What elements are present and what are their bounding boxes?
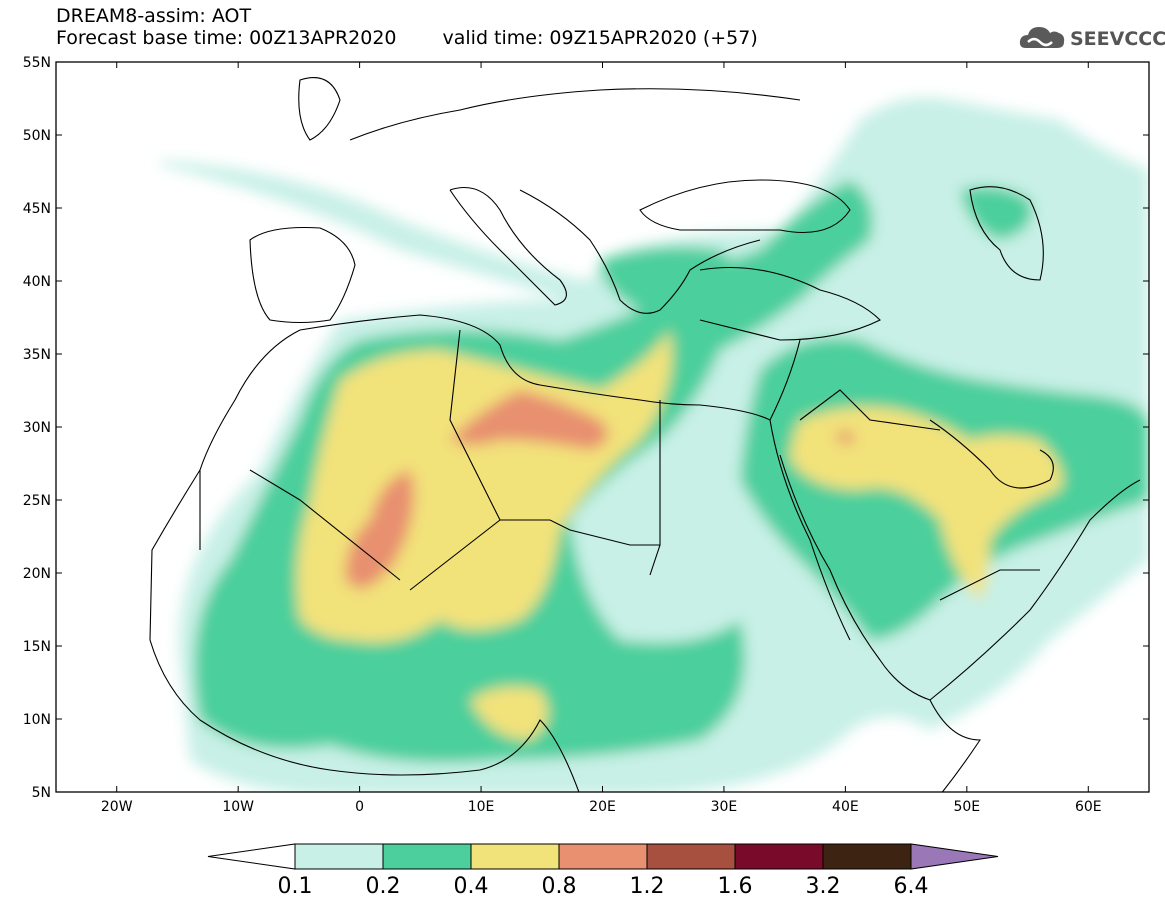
colorbar-level-label: 0.4 <box>454 874 489 899</box>
lon-label: 0 <box>355 799 364 815</box>
lon-label: 50E <box>953 799 980 815</box>
lat-label: 20N <box>23 566 51 582</box>
lon-label: 20W <box>101 799 133 815</box>
colorbar-level-label: 1.6 <box>718 874 753 899</box>
lon-label: 30E <box>711 799 738 815</box>
colorbar-box <box>734 843 824 870</box>
colorbar: 0.1 0.2 0.4 0.8 1.2 1.6 3.2 6.4 <box>207 843 999 899</box>
cloud-icon <box>1019 27 1065 48</box>
colorbar-high-arrow <box>910 843 999 870</box>
lat-label: 35N <box>23 347 51 363</box>
aot-shading <box>160 97 1149 792</box>
colorbar-box <box>822 843 912 870</box>
latitude-labels: 5N 10N 15N 20N 25N 30N 35N 40N 45N 50N 55N <box>23 55 51 801</box>
logo-text: SEEVCCC <box>1070 28 1165 50</box>
valid-time: valid time: 09Z15APR2020 (+57) <box>442 27 758 49</box>
colorbar-low-arrow <box>207 843 296 870</box>
colorbar-box <box>470 843 560 870</box>
longitude-labels: 20W 10W 0 10E 20E 30E 40E 50E 60E <box>101 799 1102 815</box>
lat-label: 45N <box>23 201 51 217</box>
lon-label: 10W <box>222 799 254 815</box>
lon-label: 20E <box>589 799 616 815</box>
lat-label: 50N <box>23 128 51 144</box>
colorbar-level-label: 6.4 <box>894 874 929 899</box>
lat-label: 30N <box>23 420 51 436</box>
lat-label: 15N <box>23 639 51 655</box>
colorbar-level-label: 0.8 <box>542 874 577 899</box>
lat-label: 10N <box>23 712 51 728</box>
forecast-times: Forecast base time: 00Z13APR2020 valid ti… <box>56 28 758 48</box>
map-title: DREAM8-assim: AOT <box>56 5 252 27</box>
colorbar-level-label: 0.1 <box>278 874 313 899</box>
colorbar-box <box>294 843 384 870</box>
lat-label: 25N <box>23 493 51 509</box>
map-frame <box>55 61 1150 793</box>
colorbar-level-label: 3.2 <box>806 874 841 899</box>
colorbar-level-label: 1.2 <box>630 874 665 899</box>
lat-label: 5N <box>32 785 51 801</box>
colorbar-box <box>646 843 736 870</box>
lon-label: 40E <box>832 799 859 815</box>
lon-label: 10E <box>468 799 495 815</box>
lon-label: 60E <box>1075 799 1102 815</box>
seevccc-logo: SEEVCCC <box>1018 22 1165 56</box>
colorbar-box <box>382 843 472 870</box>
base-time: Forecast base time: 00Z13APR2020 <box>56 27 397 49</box>
colorbar-level-label: 0.2 <box>366 874 401 899</box>
lat-label: 40N <box>23 274 51 290</box>
colorbar-box <box>558 843 648 870</box>
lat-label: 55N <box>23 55 51 71</box>
coastlines <box>149 76 1141 792</box>
